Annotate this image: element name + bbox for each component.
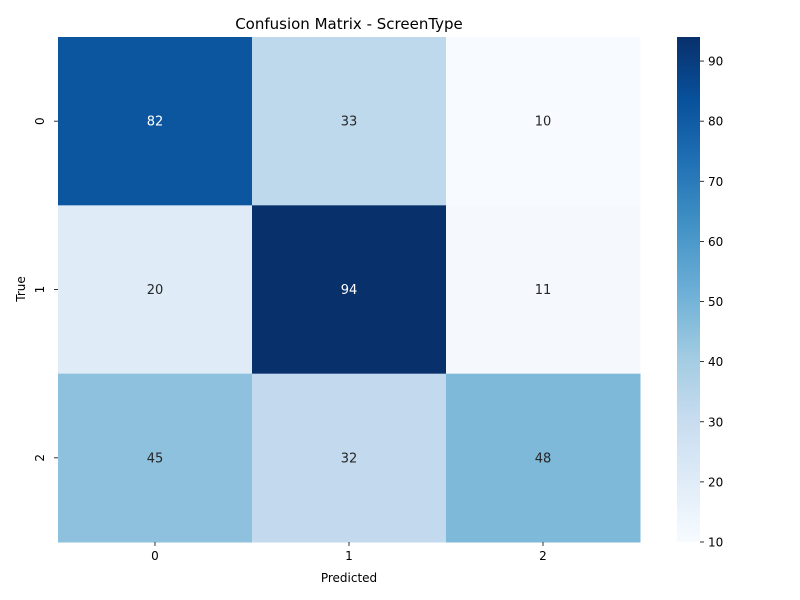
y-tick-label: 0 xyxy=(33,117,47,125)
cell-value-label: 32 xyxy=(341,451,358,466)
colorbar-tick-label: 80 xyxy=(708,115,723,129)
colorbar-tick-label: 10 xyxy=(708,536,723,550)
heatmap-cell xyxy=(58,205,253,375)
heatmap-cell xyxy=(446,37,641,206)
cell-value-label: 10 xyxy=(535,115,552,130)
x-tick-label: 0 xyxy=(151,549,159,563)
cell-value-label: 82 xyxy=(147,115,164,130)
colorbar-tick-label: 60 xyxy=(708,235,723,249)
heatmap-cell xyxy=(252,205,447,375)
cell-value-label: 94 xyxy=(341,283,358,298)
y-axis-label: True xyxy=(14,276,28,303)
x-axis: 0 1 2 xyxy=(151,542,547,563)
colorbar-ticks: 10 20 30 40 50 60 70 80 90 xyxy=(700,55,723,550)
colorbar-tick-label: 30 xyxy=(708,415,723,429)
cell-value-label: 48 xyxy=(535,451,552,466)
colorbar-tick-label: 40 xyxy=(708,355,723,369)
heatmap-cell xyxy=(446,373,641,543)
colorbar xyxy=(677,37,700,542)
colorbar-tick-label: 90 xyxy=(708,55,723,69)
cell-value-label: 11 xyxy=(535,283,552,298)
x-axis-label: Predicted xyxy=(321,571,377,585)
heatmap-cells: 82 33 10 20 94 11 45 32 48 xyxy=(58,37,641,543)
y-tick-label: 1 xyxy=(33,286,47,294)
y-tick-label: 2 xyxy=(33,454,47,462)
colorbar-tick-label: 70 xyxy=(708,175,723,189)
heatmap-cell xyxy=(58,373,253,543)
cell-value-label: 20 xyxy=(147,283,164,298)
cell-value-label: 45 xyxy=(147,451,164,466)
heatmap-cell xyxy=(252,37,447,206)
x-tick-label: 2 xyxy=(539,549,547,563)
colorbar-tick-label: 50 xyxy=(708,295,723,309)
heatmap-cell xyxy=(446,205,641,375)
heatmap-cell xyxy=(252,373,447,543)
y-axis: 0 1 2 xyxy=(33,117,58,462)
chart-title: Confusion Matrix - ScreenType xyxy=(235,15,463,33)
colorbar-tick-label: 20 xyxy=(708,475,723,489)
x-tick-label: 1 xyxy=(345,549,353,563)
heatmap-cell xyxy=(58,37,253,206)
cell-value-label: 33 xyxy=(341,115,358,130)
